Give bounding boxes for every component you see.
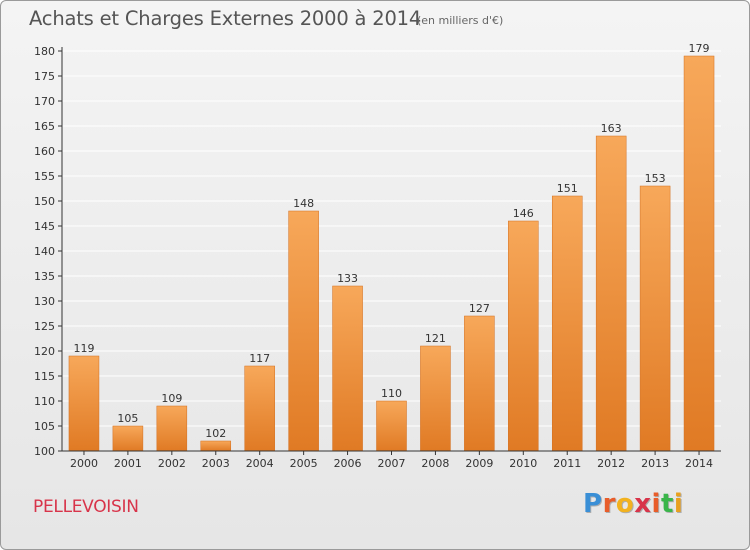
bar — [508, 220, 539, 452]
logo-letter: r — [602, 489, 616, 519]
data-label: 109 — [161, 392, 182, 405]
axes — [58, 47, 721, 455]
bar — [200, 440, 232, 452]
x-tick-label: 2008 — [421, 457, 449, 470]
data-label: 151 — [557, 182, 578, 195]
bars — [68, 55, 715, 452]
y-tick-label: 115 — [34, 370, 55, 383]
y-tick-label: 145 — [34, 220, 55, 233]
y-tick-label: 155 — [34, 170, 55, 183]
logo-letter: P — [583, 489, 603, 519]
data-label: 153 — [645, 172, 666, 185]
bar — [420, 345, 451, 452]
x-tick-label: 2010 — [509, 457, 537, 470]
logo-letter: i — [651, 489, 661, 519]
bar — [112, 425, 144, 452]
bar — [595, 135, 627, 452]
chart-unit-note: (en milliers d'€) — [417, 14, 504, 27]
bar — [464, 315, 495, 452]
data-label: 127 — [469, 302, 490, 315]
x-tick-label: 2004 — [246, 457, 274, 470]
proxiti-logo: Proxiti — [583, 489, 683, 519]
data-label: 119 — [73, 342, 94, 355]
x-tick-label: 2005 — [290, 457, 318, 470]
x-tick-label: 2003 — [202, 457, 230, 470]
x-tick-label: 2014 — [685, 457, 713, 470]
y-tick-label: 130 — [34, 295, 55, 308]
y-tick-label: 180 — [34, 45, 55, 58]
logo-letter: o — [615, 489, 635, 519]
x-tick-label: 2013 — [641, 457, 669, 470]
bar — [639, 185, 671, 452]
x-tick-label: 2000 — [70, 457, 98, 470]
y-tick-label: 175 — [34, 70, 55, 83]
data-label: 110 — [381, 387, 402, 400]
y-tick-label: 100 — [34, 445, 55, 458]
x-tick-label: 2006 — [334, 457, 362, 470]
logo-letter: x — [634, 489, 652, 519]
x-tick-label: 2011 — [553, 457, 581, 470]
bar — [244, 365, 275, 452]
y-tick-label: 110 — [34, 395, 55, 408]
bar — [68, 355, 100, 452]
data-label: 102 — [205, 427, 226, 440]
data-label: 105 — [117, 412, 138, 425]
commune-name: PELLEVOISIN — [33, 497, 139, 517]
x-tick-label: 2012 — [597, 457, 625, 470]
data-label: 146 — [513, 207, 534, 220]
y-tick-label: 160 — [34, 145, 55, 158]
labels: 100 105 110 115 120 125 130 135 140 145 150 155 160 1… — [34, 42, 713, 470]
logo-letter: t — [660, 489, 674, 519]
y-tick-label: 120 — [34, 345, 55, 358]
logo-letter: i — [673, 489, 684, 519]
bar — [551, 195, 583, 452]
bar — [376, 400, 407, 452]
y-tick-label: 105 — [34, 420, 55, 433]
chart-title: Achats et Charges Externes 2000 à 2014 — [29, 7, 422, 30]
x-tick-label: 2009 — [465, 457, 493, 470]
data-label: 179 — [689, 42, 710, 55]
bar — [332, 285, 363, 452]
y-tick-label: 165 — [34, 120, 55, 133]
y-tick-label: 140 — [34, 245, 55, 258]
x-tick-label: 2007 — [378, 457, 406, 470]
y-tick-label: 170 — [34, 95, 55, 108]
x-tick-label: 2002 — [158, 457, 186, 470]
bar — [683, 55, 715, 452]
bar — [288, 210, 319, 452]
data-label: 117 — [249, 352, 270, 365]
bar — [156, 405, 188, 452]
data-label: 121 — [425, 332, 446, 345]
y-tick-label: 150 — [34, 195, 55, 208]
y-tick-label: 135 — [34, 270, 55, 283]
data-label: 133 — [337, 272, 358, 285]
y-tick-label: 125 — [34, 320, 55, 333]
x-tick-label: 2001 — [114, 457, 142, 470]
data-label: 163 — [601, 122, 622, 135]
data-label: 148 — [293, 197, 314, 210]
